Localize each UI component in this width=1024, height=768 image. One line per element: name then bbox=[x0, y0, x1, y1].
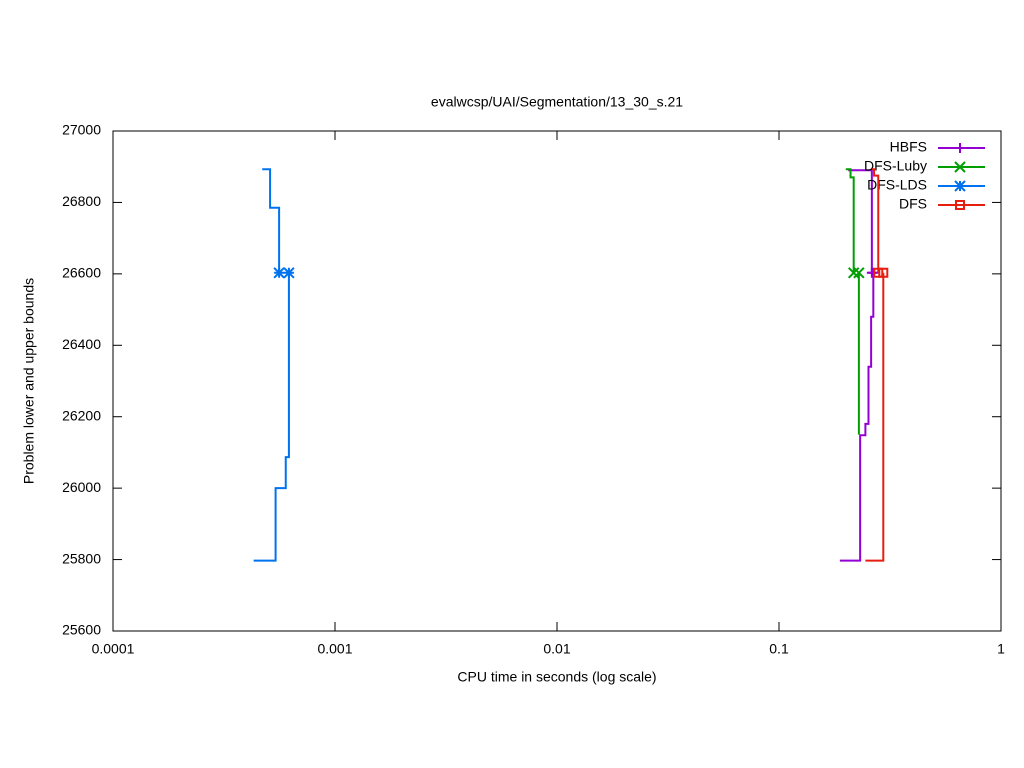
series-line bbox=[865, 272, 885, 562]
chart-title: evalwcsp/UAI/Segmentation/13_30_s.21 bbox=[431, 94, 683, 110]
x-axis-label: CPU time in seconds (log scale) bbox=[457, 669, 656, 685]
marker bbox=[273, 267, 285, 279]
series-line bbox=[839, 272, 875, 562]
legend-label: DFS-Luby bbox=[864, 158, 927, 174]
series-line bbox=[845, 168, 855, 273]
y-tick-label: 26000 bbox=[62, 479, 101, 495]
series-line bbox=[262, 168, 281, 273]
series-line bbox=[253, 272, 290, 562]
marker bbox=[954, 161, 966, 173]
marker bbox=[853, 267, 865, 279]
x-tick-label: 0.0001 bbox=[92, 641, 135, 657]
x-tick-label: 0.001 bbox=[317, 641, 352, 657]
x-tick-label: 1 bbox=[997, 641, 1005, 657]
y-tick-label: 26600 bbox=[62, 265, 101, 281]
legend-label: DFS-LDS bbox=[867, 177, 927, 193]
y-tick-label: 27000 bbox=[62, 122, 101, 138]
y-tick-label: 26800 bbox=[62, 193, 101, 209]
y-axis-label: Problem lower and upper bounds bbox=[21, 278, 37, 484]
marker bbox=[955, 143, 965, 153]
marker bbox=[283, 267, 295, 279]
x-tick-label: 0.1 bbox=[769, 641, 789, 657]
x-tick-label: 0.01 bbox=[543, 641, 570, 657]
y-tick-label: 26400 bbox=[62, 336, 101, 352]
marker bbox=[955, 200, 965, 210]
series-line bbox=[848, 169, 873, 273]
y-tick-label: 25800 bbox=[62, 550, 101, 566]
y-tick-label: 25600 bbox=[62, 622, 101, 638]
series-line bbox=[871, 168, 880, 273]
legend-label: DFS bbox=[899, 196, 927, 212]
marker bbox=[878, 267, 889, 278]
legend-label: HBFS bbox=[890, 139, 927, 155]
y-tick-label: 26200 bbox=[62, 407, 101, 423]
marker bbox=[847, 267, 860, 279]
marker bbox=[954, 180, 966, 192]
